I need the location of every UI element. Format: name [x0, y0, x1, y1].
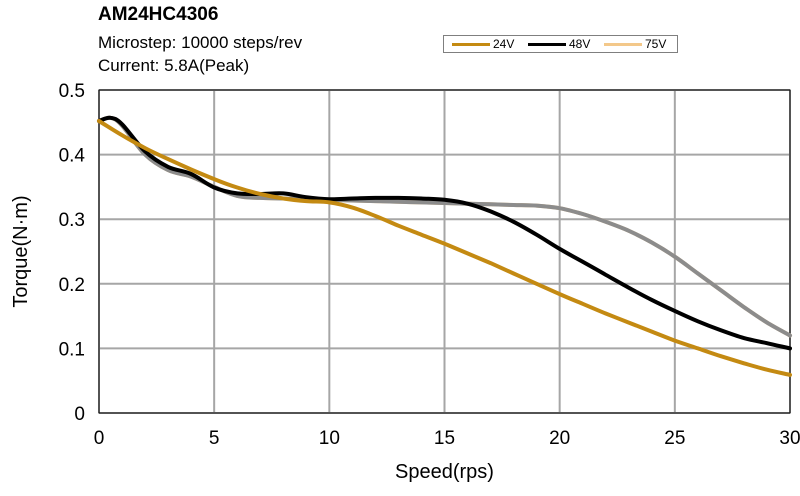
legend-item-48v: 48V	[528, 36, 590, 52]
legend-swatch-75v	[604, 42, 642, 46]
legend-label-48v: 48V	[569, 37, 591, 51]
x-tick-label: 10	[319, 428, 340, 449]
x-tick-label: 20	[549, 428, 570, 449]
series-48v-line	[97, 115, 792, 351]
tick-layer: 0 5 10 15 20 25 30 0 0.1 0.2 0.3 0.4 0.5	[59, 81, 800, 449]
chart-legend: 24V 48V 75V	[443, 35, 678, 53]
y-tick-label: 0.1	[59, 339, 85, 360]
legend-item-75v: 75V	[604, 36, 666, 52]
legend-swatch-48v	[528, 42, 566, 46]
chart-title: AM24HC4306	[98, 4, 219, 25]
legend-label-75v: 75V	[645, 37, 667, 51]
chart-subtitle-microstep: Microstep: 10000 steps/rev	[98, 33, 303, 52]
y-tick-label: 0	[74, 404, 85, 425]
series-extra-line	[97, 115, 792, 338]
y-axis-label: Torque(N·m)	[10, 195, 32, 307]
legend-swatch-24v	[452, 42, 490, 46]
plot-frame	[98, 89, 791, 414]
y-tick-label: 0.3	[59, 210, 85, 231]
x-tick-label: 0	[94, 428, 105, 449]
series-24v-line	[97, 119, 792, 377]
y-tick-label: 0.5	[59, 81, 85, 102]
x-tick-label: 15	[434, 428, 455, 449]
legend-item-24v: 24V	[452, 36, 514, 52]
grid-layer	[98, 89, 791, 414]
y-tick-label: 0.4	[59, 146, 86, 167]
x-tick-label: 30	[779, 428, 800, 449]
x-axis-label: Speed(rps)	[395, 461, 494, 483]
series-layer	[97, 115, 792, 377]
x-tick-label: 5	[209, 428, 220, 449]
y-tick-label: 0.2	[59, 275, 85, 296]
chart-subtitle-current: Current: 5.8A(Peak)	[98, 56, 250, 75]
x-tick-label: 25	[664, 428, 685, 449]
legend-label-24v: 24V	[493, 37, 515, 51]
